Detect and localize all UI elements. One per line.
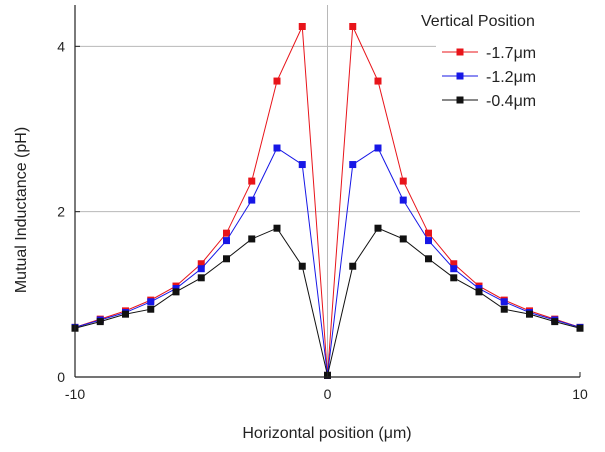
y-tick-label-1: 2 <box>57 204 65 220</box>
data-point-s1-3 <box>147 298 155 306</box>
legend-label-2: -0.4μm <box>486 93 536 110</box>
data-point-s0-14 <box>425 229 432 237</box>
data-point-s0-8 <box>273 77 281 85</box>
y-tick-label-2: 4 <box>57 38 65 54</box>
data-point-s2-15 <box>450 274 458 282</box>
data-point-s1-15 <box>450 265 458 273</box>
data-point-s1-5 <box>197 265 205 273</box>
data-point-s0-7 <box>248 177 256 185</box>
data-point-s1-12 <box>374 144 382 152</box>
x-axis-title: Horizontal position (μm) <box>242 425 411 442</box>
legend: Vertical Position -1.7μm -1.2μm -0.4μm <box>421 13 580 118</box>
data-point-s2-8 <box>273 224 281 232</box>
data-point-s1-8 <box>273 144 281 152</box>
data-point-s1-7 <box>248 196 256 204</box>
legend-marker-2 <box>456 96 464 104</box>
data-point-s0-11 <box>349 22 357 30</box>
data-point-s2-5 <box>197 274 205 282</box>
data-point-s0-13 <box>399 177 407 185</box>
data-point-s2-6 <box>223 255 230 263</box>
data-point-s2-19 <box>551 318 559 326</box>
y-axis-title: Mutual Inductance (pH) <box>13 127 30 293</box>
data-point-s0-5 <box>197 260 205 268</box>
data-point-s0-15 <box>450 260 458 268</box>
data-point-s0-12 <box>374 77 382 85</box>
data-point-s1-13 <box>399 196 407 204</box>
data-point-s2-18 <box>526 310 533 318</box>
data-point-s2-3 <box>147 305 155 313</box>
data-point-s2-20 <box>576 324 584 332</box>
data-point-s2-13 <box>399 235 407 243</box>
x-tick-label-1: 0 <box>324 386 332 402</box>
data-point-s2-1 <box>96 318 104 326</box>
x-tick-label-2: 10 <box>572 386 588 402</box>
data-point-s2-9 <box>298 262 306 270</box>
legend-label-0: -1.7μm <box>486 45 536 62</box>
data-point-s0-6 <box>223 229 230 237</box>
data-point-s2-14 <box>425 255 432 263</box>
data-point-s1-17 <box>500 298 508 306</box>
data-point-s2-11 <box>349 262 357 270</box>
data-point-s1-6 <box>223 237 230 245</box>
data-point-s1-11 <box>349 161 357 169</box>
y-tick-label-0: 0 <box>57 369 65 385</box>
legend-marker-1 <box>456 72 464 80</box>
legend-label-1: -1.2μm <box>486 69 536 86</box>
legend-marker-0 <box>456 48 464 56</box>
x-tick-label-0: -10 <box>65 386 85 402</box>
data-point-s1-9 <box>298 161 306 169</box>
data-point-s2-4 <box>172 288 180 296</box>
data-point-s2-2 <box>122 310 129 318</box>
series-layer <box>71 22 584 379</box>
data-point-s0-9 <box>298 22 306 30</box>
data-point-s2-17 <box>500 305 508 313</box>
data-point-s2-12 <box>374 224 382 232</box>
data-point-s2-16 <box>475 288 483 296</box>
legend-title: Vertical Position <box>421 13 535 30</box>
data-point-s1-14 <box>425 237 432 245</box>
data-point-s2-7 <box>248 235 256 243</box>
